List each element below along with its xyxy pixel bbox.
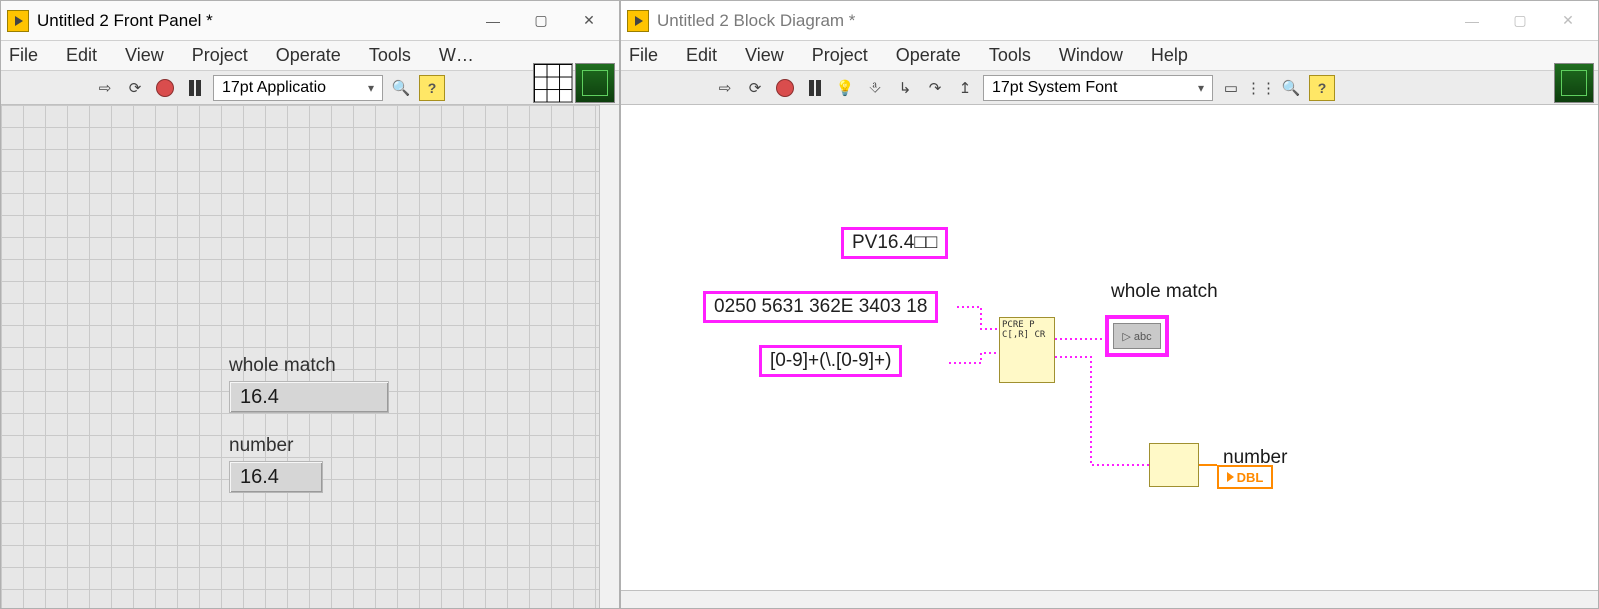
highlight-exec-button[interactable]: 💡 — [833, 76, 857, 100]
labview-icon — [7, 10, 29, 32]
string-constant-hex[interactable]: 0250 5631 362E 3403 18 — [703, 291, 938, 323]
distribute-button[interactable]: ⋮⋮ — [1249, 76, 1273, 100]
font-selector-label: 17pt System Font — [992, 79, 1117, 97]
vi-icon-connector-pane[interactable] — [1554, 63, 1594, 103]
labview-icon — [627, 10, 649, 32]
front-panel-window-buttons: — ▢ ✕ — [469, 5, 613, 37]
pause-button[interactable] — [183, 76, 207, 100]
string-constant-pv[interactable]: PV16.4□□ — [841, 227, 948, 259]
connector-pane-icon[interactable] — [533, 63, 573, 103]
pcre-mid: C[,R] CR — [1002, 330, 1045, 340]
menu-edit[interactable]: Edit — [64, 43, 99, 68]
retain-wire-button[interactable]: ⎀ — [863, 76, 887, 100]
abort-button[interactable] — [153, 76, 177, 100]
menu-tools[interactable]: Tools — [367, 43, 413, 68]
whole-match-value[interactable]: 16.4 — [229, 381, 389, 413]
number-label: number — [229, 435, 323, 457]
whole-match-indicator: whole match 16.4 — [229, 355, 389, 413]
menu-w[interactable]: W… — [437, 43, 476, 68]
number-terminal-dbl[interactable]: DBL — [1217, 465, 1273, 489]
block-diagram-canvas[interactable]: PV16.4□□ 0250 5631 362E 3403 18 [0-9]+(\… — [621, 105, 1598, 608]
help-button[interactable]: ? — [419, 75, 445, 101]
match-regex-node[interactable]: PCRE P C[,R] CR — [999, 317, 1055, 383]
number-value[interactable]: 16.4 — [229, 461, 323, 493]
number-indicator: number 16.4 — [229, 435, 323, 493]
whole-match-terminal-inner: ▷ abc — [1113, 323, 1161, 349]
font-selector[interactable]: 17pt Applicatio — [213, 75, 383, 101]
help-button[interactable]: ? — [1309, 75, 1335, 101]
font-selector[interactable]: 17pt System Font — [983, 75, 1213, 101]
menu-project[interactable]: Project — [810, 43, 870, 68]
whole-match-terminal-label: whole match — [1111, 281, 1218, 303]
pause-button[interactable] — [803, 76, 827, 100]
search-button[interactable]: 🔍 — [1279, 76, 1303, 100]
maximize-button[interactable]: ▢ — [517, 5, 565, 37]
block-diagram-titlebar[interactable]: Untitled 2 Block Diagram * — ▢ ✕ — [621, 1, 1598, 41]
run-continuous-button[interactable]: ⟳ — [743, 76, 767, 100]
menu-file[interactable]: File — [7, 43, 40, 68]
fract-string-to-number-node[interactable] — [1149, 443, 1199, 487]
dbl-text: DBL — [1237, 470, 1264, 485]
minimize-button[interactable]: — — [469, 5, 517, 37]
search-button[interactable]: 🔍 — [389, 76, 413, 100]
block-diagram-toolbar: ⇨ ⟳ 💡 ⎀ ↳ ↷ ↥ 17pt System Font ▭ ⋮⋮ 🔍 ? — [621, 71, 1598, 105]
maximize-button[interactable]: ▢ — [1496, 5, 1544, 37]
close-button[interactable]: ✕ — [565, 5, 613, 37]
menu-operate[interactable]: Operate — [274, 43, 343, 68]
front-panel-title: Untitled 2 Front Panel * — [37, 11, 469, 31]
run-continuous-button[interactable]: ⟳ — [123, 76, 147, 100]
menu-help[interactable]: Help — [1149, 43, 1190, 68]
vi-icon[interactable] — [575, 63, 615, 103]
block-diagram-title: Untitled 2 Block Diagram * — [657, 11, 1448, 31]
pcre-top: PCRE P — [1002, 320, 1035, 330]
front-panel-menubar: File Edit View Project Operate Tools W… — [1, 41, 619, 71]
minimize-button[interactable]: — — [1448, 5, 1496, 37]
vi-icon-connector-pane[interactable] — [533, 63, 615, 103]
front-panel-toolbar: ⇨ ⟳ 17pt Applicatio 🔍 ? — [1, 71, 619, 105]
step-out-button[interactable]: ↥ — [953, 76, 977, 100]
front-panel-window: Untitled 2 Front Panel * — ▢ ✕ File Edit V… — [0, 0, 620, 609]
menu-tools[interactable]: Tools — [987, 43, 1033, 68]
font-selector-label: 17pt Applicatio — [222, 79, 326, 97]
front-panel-scrollbar[interactable] — [599, 105, 619, 608]
menu-edit[interactable]: Edit — [684, 43, 719, 68]
run-button[interactable]: ⇨ — [713, 76, 737, 100]
front-panel-canvas[interactable]: whole match 16.4 number 16.4 — [1, 105, 619, 608]
align-button[interactable]: ▭ — [1219, 76, 1243, 100]
menu-project[interactable]: Project — [190, 43, 250, 68]
menu-view[interactable]: View — [123, 43, 166, 68]
front-panel-titlebar[interactable]: Untitled 2 Front Panel * — ▢ ✕ — [1, 1, 619, 41]
whole-match-label: whole match — [229, 355, 389, 377]
menu-window[interactable]: Window — [1057, 43, 1125, 68]
block-diagram-scrollbar[interactable] — [621, 590, 1598, 608]
abort-button[interactable] — [773, 76, 797, 100]
step-into-button[interactable]: ↳ — [893, 76, 917, 100]
vi-icon[interactable] — [1554, 63, 1594, 103]
block-diagram-menubar: File Edit View Project Operate Tools Window Hel… — [621, 41, 1598, 71]
block-diagram-window: Untitled 2 Block Diagram * — ▢ ✕ File Edi… — [620, 0, 1599, 609]
menu-file[interactable]: File — [627, 43, 660, 68]
step-over-button[interactable]: ↷ — [923, 76, 947, 100]
whole-match-terminal[interactable]: ▷ abc — [1105, 315, 1169, 357]
close-button[interactable]: ✕ — [1544, 5, 1592, 37]
menu-view[interactable]: View — [743, 43, 786, 68]
block-diagram-window-buttons: — ▢ ✕ — [1448, 5, 1592, 37]
menu-operate[interactable]: Operate — [894, 43, 963, 68]
run-button[interactable]: ⇨ — [93, 76, 117, 100]
string-constant-regex[interactable]: [0-9]+(\.[0-9]+) — [759, 345, 902, 377]
